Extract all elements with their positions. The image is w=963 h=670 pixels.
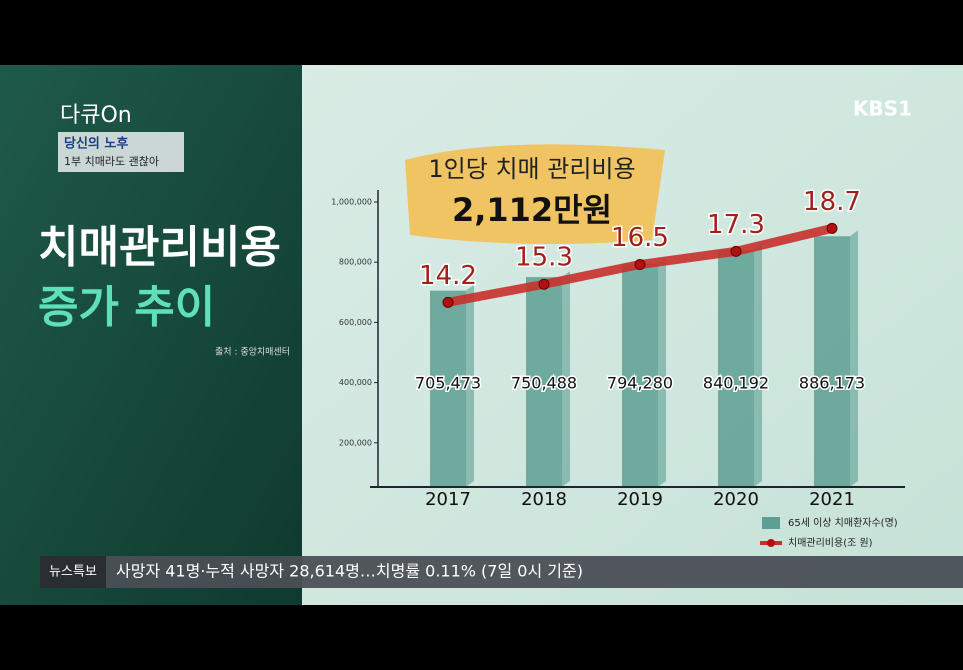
bar-side	[658, 257, 666, 487]
episode-box	[58, 132, 184, 172]
line-point	[730, 245, 742, 257]
bar-side	[754, 244, 762, 487]
legend-swatch	[762, 517, 780, 529]
ticker-tag: 뉴스특보	[49, 565, 97, 580]
banner-bg	[405, 144, 665, 244]
y-tick-label: 400,000	[339, 378, 372, 387]
x-tick-label: 2020	[713, 489, 759, 510]
banner-line2: 2,112만원	[452, 191, 612, 229]
y-tick-label: 1,000,000	[331, 198, 372, 207]
headline-1: 치매관리비용	[38, 222, 281, 273]
episode: 1부 치매라도 괜찮아	[64, 155, 159, 168]
line-point	[634, 259, 646, 271]
series-title: 당신의 노후	[64, 136, 128, 152]
bar-side	[562, 271, 570, 487]
y-tick-label: 800,000	[339, 258, 372, 267]
line-point	[826, 222, 838, 234]
program-logo: 다큐On	[60, 103, 132, 128]
line-value-label: 14.2	[419, 261, 477, 291]
ticker-tag-bg	[40, 556, 106, 588]
banner-line1: 1인당 치매 관리비용	[428, 155, 635, 183]
bar	[814, 236, 850, 487]
bar-value-label: 840,192	[703, 374, 769, 393]
ticker-text: 사망자 41명·누적 사망자 28,614명…치명률 0.11% (7일 0시 …	[116, 562, 583, 581]
bar-side	[850, 230, 858, 487]
line-point	[442, 296, 454, 308]
x-tick-label: 2021	[809, 489, 855, 510]
legend-label: 65세 이상 치매환자수(명)	[788, 517, 898, 529]
channel-logo: KBS1	[853, 97, 912, 121]
bar-value-label: 794,280	[607, 374, 673, 393]
source: 출처 : 중앙치매센터	[215, 346, 290, 358]
ticker-bar	[40, 556, 963, 588]
y-tick-label: 200,000	[339, 438, 372, 447]
x-tick-label: 2019	[617, 489, 663, 510]
line-value-label: 16.5	[611, 223, 669, 253]
line-value-label: 17.3	[707, 210, 765, 240]
bar-value-label: 705,473	[415, 374, 481, 393]
x-tick-label: 2017	[425, 489, 471, 510]
bar-value-label: 750,488	[511, 374, 577, 393]
bar	[430, 290, 466, 487]
legend-dot	[767, 539, 775, 547]
y-tick-label: 600,000	[339, 318, 372, 327]
bar	[718, 250, 754, 487]
x-tick-label: 2018	[521, 489, 567, 510]
bar-side	[466, 284, 474, 487]
line-point	[538, 278, 550, 290]
headline-2: 증가 추이	[38, 282, 215, 333]
legend-label: 치매관리비용(조 원)	[788, 537, 873, 549]
bar	[526, 277, 562, 487]
bar-value-label: 886,173	[799, 374, 865, 393]
bar	[622, 263, 658, 487]
line-value-label: 15.3	[515, 243, 573, 273]
line-value-label: 18.7	[803, 187, 861, 217]
